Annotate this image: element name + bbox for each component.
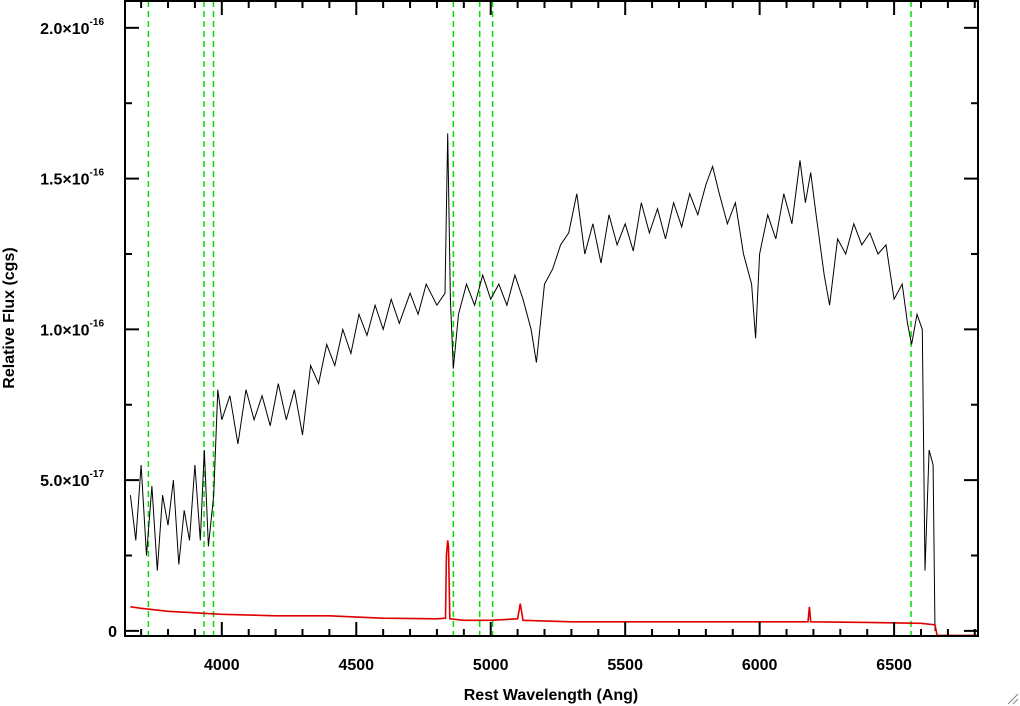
y-tick-exponent: -16 xyxy=(90,17,105,28)
y-tick-mantissa: 1.5×10 xyxy=(40,172,89,189)
x-tick-label: 4000 xyxy=(204,657,240,674)
x-tick-label: 6500 xyxy=(876,657,912,674)
x-tick-label: 6000 xyxy=(742,657,778,674)
x-tick-label: 4500 xyxy=(338,657,374,674)
y-tick-mantissa: 5.0×10 xyxy=(40,473,89,490)
y-tick-exponent: -16 xyxy=(90,168,105,179)
plot-frame xyxy=(124,0,979,637)
y-tick-mantissa: 2.0×10 xyxy=(40,21,89,38)
y-tick-label: 5.0×10-17 xyxy=(40,469,104,490)
y-tick-label: 2.0×10-16 xyxy=(40,17,104,38)
x-axis-label: Rest Wavelength (Ang) xyxy=(464,687,639,704)
spectrum-line xyxy=(130,540,978,637)
x-tick-label: 5000 xyxy=(473,657,509,674)
y-tick-exponent: -16 xyxy=(90,318,105,329)
resize-grip xyxy=(1007,693,1019,705)
spectrum-line xyxy=(129,133,936,631)
y-tick-label: 1.5×10-16 xyxy=(40,168,104,189)
y-tick-label: 0 xyxy=(108,624,117,641)
y-tick-label: 1.0×10-16 xyxy=(40,318,104,339)
y-tick-exponent: -17 xyxy=(90,469,105,480)
x-tick-label: 5500 xyxy=(607,657,643,674)
y-tick-mantissa: 1.0×10 xyxy=(40,322,89,339)
y-axis-label: Relative Flux (cgs) xyxy=(1,247,18,388)
